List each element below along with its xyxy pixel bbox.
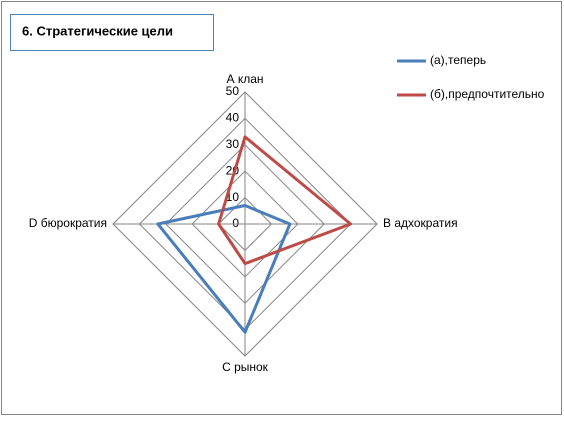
- r-tick-label: 30: [226, 137, 240, 151]
- category-label: В адхократия: [383, 216, 458, 230]
- chart-title: 6. Стратегические цели: [22, 23, 173, 38]
- category-label: А клан: [226, 72, 263, 86]
- category-label: D бюрократия: [29, 216, 107, 230]
- r-tick-label: 40: [226, 111, 240, 125]
- title-box: [10, 14, 214, 51]
- category-label: С рынок: [222, 360, 269, 374]
- legend-label: (б),предпочтительно: [430, 87, 545, 101]
- series-line: [217, 135, 353, 266]
- r-tick-label: 0: [232, 216, 239, 230]
- r-tick-label: 50: [226, 84, 240, 98]
- series-line: [156, 204, 292, 334]
- legend-label: (а),теперь: [430, 53, 486, 67]
